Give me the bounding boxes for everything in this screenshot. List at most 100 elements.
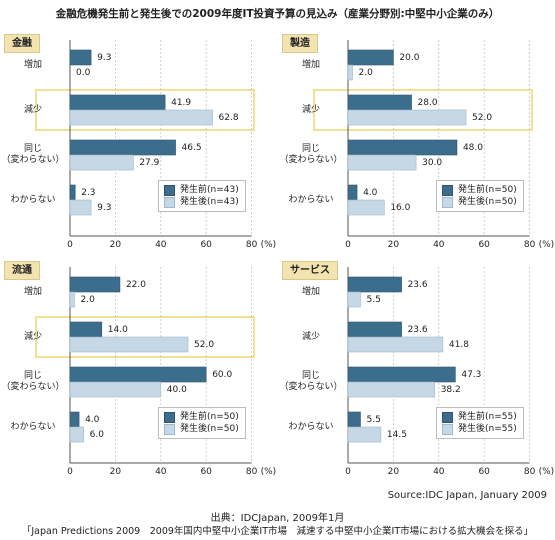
legend-item: 発生前(n=50)	[164, 411, 239, 423]
bar-chart-svg	[35, 40, 255, 237]
bar-before	[69, 276, 121, 293]
bar-value-label: 6.0	[89, 430, 104, 440]
category-label-line: 増加	[301, 286, 320, 297]
bar-chart-svg	[347, 267, 530, 464]
bar-value-label: 38.2	[440, 385, 461, 395]
category-label: 増加	[278, 60, 344, 71]
highlight-box	[313, 89, 533, 131]
panel-tag: 金融	[4, 34, 40, 53]
bar-value-label: 5.5	[366, 415, 381, 425]
legend-label: 発生前(n=50)	[180, 412, 239, 422]
category-label-line: 減少	[23, 331, 42, 342]
bar-value-label: 30.0	[422, 158, 443, 168]
x-tick-label: 60	[478, 467, 490, 477]
category-label-line: 増加	[23, 286, 42, 297]
category-label-line: 減少	[23, 104, 42, 115]
bar-value-label: 0.0	[76, 68, 91, 78]
x-tick-label: 0	[67, 240, 73, 250]
bar-value-label: 46.5	[181, 143, 202, 153]
bar-value-label: 23.6	[407, 325, 428, 335]
bar-value-label: 14.5	[386, 430, 407, 440]
bar-after	[347, 336, 444, 353]
bar-before	[347, 411, 361, 428]
x-tick-label: 60	[478, 240, 490, 250]
bar-value-label: 41.9	[171, 98, 192, 108]
bar-before	[69, 139, 176, 156]
legend-item: 発生前(n=55)	[442, 411, 517, 423]
legend-label: 発生後(n=55)	[458, 424, 517, 434]
bar-before	[347, 366, 456, 383]
category-label-line: 同じ	[23, 371, 42, 381]
bar-after	[69, 109, 213, 126]
legend-label: 発生後(n=43)	[180, 197, 239, 207]
category-label-line: わからない	[288, 194, 334, 205]
x-tick-label: 0	[345, 240, 351, 250]
highlight-box	[35, 89, 255, 131]
bar-before	[69, 366, 207, 383]
x-tick-label: 40	[433, 240, 445, 250]
category-label: 同じ （変わらない）	[278, 144, 344, 166]
bar-before	[347, 139, 458, 156]
x-tick-label: 20	[109, 240, 122, 250]
legend-item: 発生後(n=50)	[164, 423, 239, 435]
legend-label: 発生前(n=55)	[458, 412, 517, 422]
bar-value-label: 60.0	[212, 370, 233, 380]
category-label: 増加	[0, 60, 66, 71]
bar-after	[347, 154, 417, 171]
x-axis-unit: (%)	[260, 467, 277, 477]
legend-label: 発生後(n=50)	[458, 197, 517, 207]
x-tick-label: 20	[109, 467, 122, 477]
category-label: 同じ （変わらない）	[0, 144, 66, 166]
category-label-line: （変わらない）	[1, 155, 65, 165]
panel-finance: 0 20 40 60 80 (%) 9.3 0.0 増加 41.9 62.8 減少 46.5 27.9 同じ…	[0, 28, 276, 263]
category-label-line: 減少	[301, 331, 320, 342]
legend-swatch	[164, 423, 175, 435]
bar-value-label: 48.0	[462, 143, 483, 153]
category-label-line: 増加	[301, 59, 320, 70]
bar-value-label: 62.8	[218, 113, 239, 123]
x-axis-unit: (%)	[260, 240, 277, 250]
legend: 発生前(n=43) 発生後(n=43)	[158, 180, 246, 212]
legend-swatch	[164, 184, 175, 196]
bar-before	[347, 276, 402, 293]
category-label: 減少	[0, 105, 66, 116]
category-label: 減少	[278, 332, 344, 343]
bar-value-label: 9.3	[97, 203, 112, 213]
bar-after	[69, 199, 92, 216]
bar-value-label: 47.3	[461, 370, 482, 380]
x-tick-label: 60	[200, 467, 212, 477]
bar-value-label: 4.0	[85, 415, 100, 425]
category-label-line: 同じ	[23, 144, 42, 154]
bar-value-label: 2.0	[80, 295, 95, 305]
bar-value-label: 22.0	[125, 280, 146, 290]
category-label-line: （変わらない）	[279, 155, 343, 165]
x-tick-label: 20	[387, 467, 400, 477]
x-tick-label: 60	[200, 240, 212, 250]
bar-before	[347, 184, 358, 201]
bar-after	[69, 154, 134, 171]
panel-tag: サービス	[282, 261, 338, 280]
bar-before	[69, 411, 80, 428]
citation-line-2: 「Japan Predictions 2009 2009年国内中堅中小企業IT市…	[21, 526, 534, 537]
bar-value-label: 9.3	[97, 53, 112, 63]
legend-label: 発生後(n=50)	[180, 424, 239, 434]
category-label: わからない	[0, 195, 66, 206]
x-tick-label: 80	[523, 467, 536, 477]
legend-label: 発生前(n=50)	[458, 185, 517, 195]
category-label-line: 同じ	[301, 144, 320, 154]
bar-value-label: 20.0	[399, 53, 420, 63]
category-label: 減少	[278, 105, 344, 116]
x-tick-label: 40	[433, 467, 445, 477]
bar-value-label: 40.0	[166, 385, 187, 395]
bar-value-label: 5.5	[366, 295, 381, 305]
legend-item: 発生前(n=50)	[442, 184, 517, 196]
category-label: 同じ （変わらない）	[278, 371, 344, 393]
legend-swatch	[164, 411, 175, 423]
bar-after	[347, 64, 353, 81]
bar-before	[69, 321, 103, 338]
bar-chart-svg	[35, 267, 255, 464]
legend-label: 発生前(n=43)	[180, 185, 239, 195]
bar-value-label: 4.0	[363, 188, 378, 198]
bar-chart-svg	[313, 40, 533, 237]
bar-before	[347, 49, 394, 66]
